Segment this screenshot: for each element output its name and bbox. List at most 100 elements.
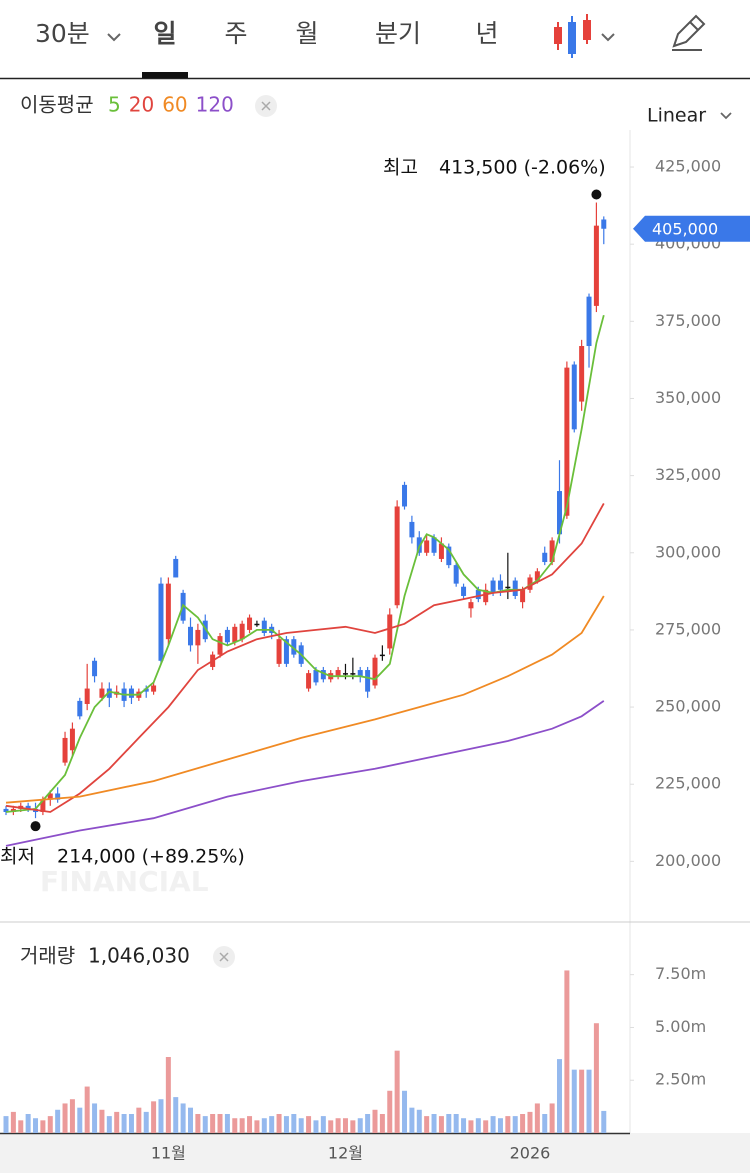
legend-entry: 60: [162, 93, 187, 117]
candle-body: [372, 657, 378, 686]
candle-body: [527, 577, 533, 590]
candle-body: [84, 688, 90, 704]
volume-bar: [232, 1118, 238, 1133]
x-axis-band: [0, 1133, 750, 1173]
candle-body: [224, 629, 230, 643]
volume-bar: [431, 1114, 437, 1133]
volume-bar: [143, 1111, 149, 1133]
volume-bar: [3, 1116, 9, 1133]
candle-body: [217, 636, 223, 655]
candle-body: [520, 589, 526, 603]
volume-bar: [342, 1118, 348, 1133]
tab[interactable]: 월: [295, 19, 318, 48]
volume-bar: [593, 1023, 599, 1133]
volume-bar: [335, 1118, 341, 1133]
candle-body: [505, 586, 511, 589]
volume-bar: [202, 1116, 208, 1133]
candle-body: [497, 580, 503, 590]
volume-bar: [438, 1116, 444, 1133]
price-tag: [633, 215, 750, 242]
candle-body: [512, 580, 518, 596]
candle-type-button[interactable]: [554, 14, 615, 58]
volume-bar: [33, 1118, 39, 1133]
candle-body: [475, 589, 481, 600]
candle-body: [335, 670, 341, 677]
candle-body: [394, 506, 400, 606]
candle-body: [461, 586, 467, 596]
volume-bar: [379, 1114, 385, 1133]
ma-line: [5, 700, 605, 847]
candle-body: [3, 808, 9, 812]
tab[interactable]: 년: [475, 19, 498, 48]
candle-body: [350, 673, 356, 675]
legend-entry: 120: [196, 93, 234, 117]
candle-body: [247, 617, 253, 630]
volume-bar: [92, 1103, 98, 1133]
volume-bar: [320, 1116, 326, 1133]
tab[interactable]: 분기: [375, 19, 421, 48]
y-tick-label: 250,000: [655, 697, 721, 716]
price-tag-label: 405,000: [652, 219, 718, 238]
candle-body: [438, 543, 444, 559]
legend-entry: 5: [108, 93, 121, 117]
volume-bar: [210, 1114, 216, 1133]
candle-body: [77, 700, 83, 717]
annotation-text: 413,500 (-2.06%): [439, 157, 606, 179]
tab[interactable]: 30분: [35, 19, 90, 48]
volume-bar: [18, 1120, 24, 1133]
volume-bar: [47, 1116, 53, 1133]
y-tick-label: 350,000: [655, 388, 721, 407]
volume-bar: [254, 1120, 260, 1133]
y-tick-label: 275,000: [655, 619, 721, 638]
pencil-icon[interactable]: [672, 14, 706, 51]
volume-bar: [106, 1116, 112, 1133]
candle-body: [232, 626, 238, 643]
y-tick-label: 5.00m: [655, 1017, 706, 1036]
volume-bar: [195, 1114, 201, 1133]
candle-body: [424, 540, 430, 553]
volume-bar: [84, 1086, 90, 1133]
volume-bar: [173, 1097, 179, 1133]
candle-body: [158, 583, 164, 661]
volume-bar: [328, 1120, 334, 1133]
ma-line: [5, 502, 605, 813]
candle-body: [409, 521, 415, 538]
y-tick-label: 225,000: [655, 774, 721, 793]
candle-body: [173, 558, 179, 578]
volume-bar: [180, 1103, 186, 1133]
candle-body: [571, 364, 577, 430]
candle-body: [151, 685, 157, 692]
volume-bar: [527, 1111, 533, 1133]
y-tick-label: 300,000: [655, 542, 721, 561]
volume-bar: [365, 1114, 371, 1133]
tab-underline: [142, 72, 188, 78]
chevron: [720, 112, 732, 120]
volume-bar: [114, 1111, 120, 1133]
high-marker: [591, 189, 602, 200]
volume-bar: [313, 1120, 319, 1133]
candle-body: [69, 728, 75, 751]
candle-body: [291, 639, 297, 655]
volume-bar: [601, 1110, 607, 1133]
tab[interactable]: 일: [153, 19, 176, 48]
scale-label[interactable]: Linear: [647, 105, 706, 127]
volume-bar: [557, 1059, 562, 1133]
tab[interactable]: 주: [224, 19, 247, 48]
candle-body: [431, 537, 437, 553]
ma-legend: 5 20 60 120: [108, 93, 234, 117]
y-tick-label: 200,000: [655, 851, 721, 870]
volume-bar: [121, 1114, 127, 1133]
volume-bar: [453, 1114, 459, 1133]
volume-last: 1,046,030: [88, 944, 190, 968]
candle-body: [342, 673, 348, 675]
volume-bar: [505, 1116, 511, 1133]
volume-bar: [136, 1107, 142, 1133]
icon-candle: [583, 20, 591, 40]
volume-bar: [306, 1116, 312, 1133]
volume-bar: [62, 1103, 68, 1133]
candle-body: [579, 346, 585, 402]
volume-bar: [483, 1120, 489, 1133]
candle-body: [542, 552, 548, 563]
volume-bar: [188, 1107, 193, 1133]
candle-body: [313, 670, 319, 683]
